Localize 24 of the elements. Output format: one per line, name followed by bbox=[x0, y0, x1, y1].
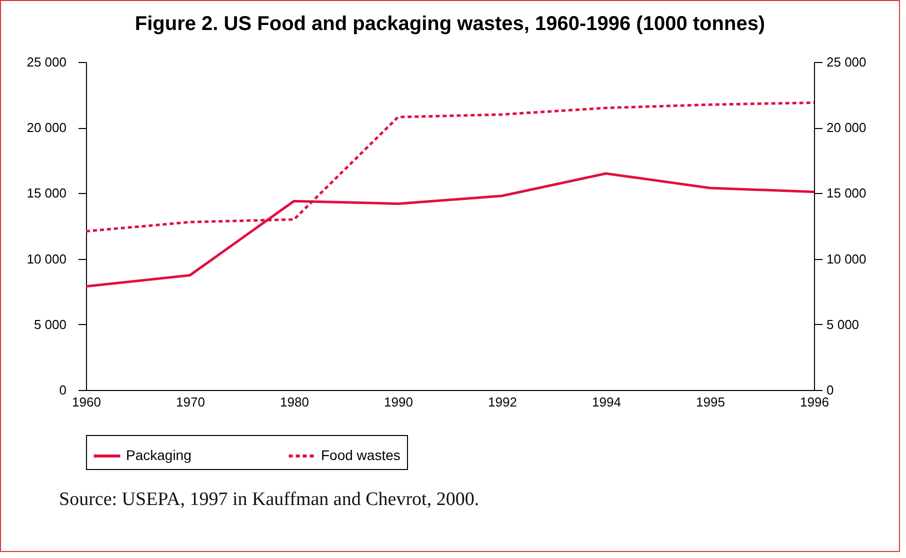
source-note: Source: USEPA, 1997 in Kauffman and Chevrot, 2000. bbox=[59, 489, 480, 511]
x-tick-label: 1980 bbox=[280, 394, 309, 410]
y-tick-label: 15 000 bbox=[26, 186, 66, 201]
y2-tick-label: 25 000 bbox=[826, 54, 866, 70]
x-tick-label: 1996 bbox=[800, 394, 829, 410]
y-tick-label: 25 000 bbox=[26, 54, 66, 70]
y-tick-label: 20 000 bbox=[26, 120, 66, 136]
x-tick-label: 1995 bbox=[696, 394, 725, 410]
x-tick-label: 1990 bbox=[384, 394, 413, 410]
x-tick-label: 1992 bbox=[488, 394, 517, 410]
y-tick-label: 5 000 bbox=[34, 316, 66, 332]
y2-tick-label: 5 000 bbox=[826, 316, 860, 332]
chart-title: Figure 2. US Food and packaging wastes, 1960-1996 (1000 tonnes) bbox=[134, 13, 766, 35]
y2-tick-label: 20 000 bbox=[826, 120, 866, 136]
legend-label: Packaging bbox=[126, 447, 192, 463]
y2-tick-label: 0 bbox=[826, 382, 834, 398]
y-tick-label: 10 000 bbox=[26, 251, 66, 266]
y-tick-label: 0 bbox=[59, 382, 66, 398]
x-tick-label: 1960 bbox=[72, 394, 101, 410]
x-tick-label: 1970 bbox=[176, 394, 205, 410]
y2-tick-label: 10 000 bbox=[826, 251, 866, 266]
y2-tick-label: 15 000 bbox=[826, 186, 866, 201]
x-tick-label: 1994 bbox=[592, 394, 621, 410]
legend-label: Food wastes bbox=[321, 447, 400, 463]
